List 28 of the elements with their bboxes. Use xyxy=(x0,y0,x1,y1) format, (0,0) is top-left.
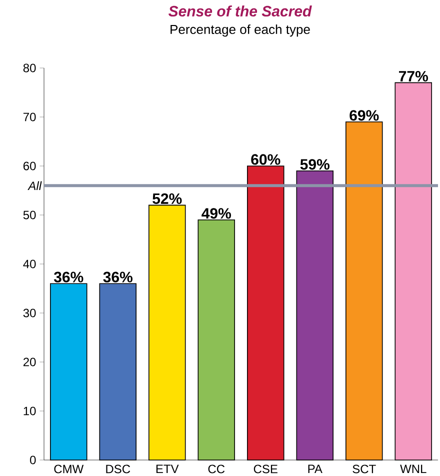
x-tick-label: WNL xyxy=(400,464,426,474)
y-tick-label: 10 xyxy=(24,406,36,416)
data-label: 49% xyxy=(202,208,231,219)
data-label: 77% xyxy=(399,70,428,82)
x-tick-label: CSE xyxy=(254,464,278,474)
data-label: 69% xyxy=(350,110,379,121)
y-tick-label: 80 xyxy=(23,64,36,72)
data-label: 59% xyxy=(300,159,330,170)
y-tick-label: 70 xyxy=(23,112,36,122)
ref-line-label: All xyxy=(28,181,42,190)
data-label: 36% xyxy=(54,272,84,282)
x-tick-label: PA xyxy=(308,464,322,474)
y-tick-label: 60 xyxy=(23,162,36,170)
x-tick-label: SCT xyxy=(352,464,376,474)
data-label: 36% xyxy=(103,272,132,282)
y-tick-label: 0 xyxy=(30,456,36,464)
y-tick-label: 50 xyxy=(23,210,36,220)
x-tick-label: ETV xyxy=(156,464,179,474)
chart-subtitle: Percentage of each type xyxy=(170,24,310,37)
x-tick-label: DSC xyxy=(106,464,130,474)
chart-title: Sense of the Sacred xyxy=(168,6,312,17)
y-tick-label: 40 xyxy=(23,260,36,268)
x-tick-label: CC xyxy=(208,464,225,474)
y-tick-label: 30 xyxy=(23,308,36,318)
data-label: 52% xyxy=(152,193,182,204)
data-label: 60% xyxy=(251,154,280,165)
x-tick-label: CMW xyxy=(54,464,84,474)
y-tick-label: 20 xyxy=(23,358,36,366)
